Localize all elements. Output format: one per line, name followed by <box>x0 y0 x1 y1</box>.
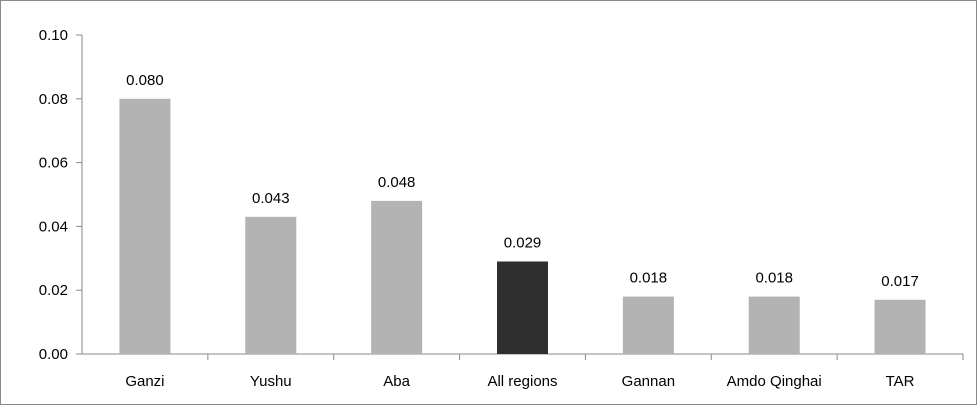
bar-tar <box>874 299 926 354</box>
data-label: 0.043 <box>252 190 290 207</box>
y-tick-label: 0.10 <box>39 27 68 44</box>
x-axis <box>76 353 964 360</box>
x-category-label: TAR <box>886 373 915 390</box>
bar-aba <box>371 200 423 354</box>
data-label: 0.029 <box>504 234 542 251</box>
bar-gannan <box>622 296 674 354</box>
bars <box>119 98 926 354</box>
bar-all-regions <box>497 261 548 354</box>
x-category-label: Yushu <box>250 373 292 390</box>
data-label: 0.018 <box>630 270 668 287</box>
data-labels: 0.080 0.043 0.048 0.029 0.018 0.018 0.017 <box>126 72 919 290</box>
x-category-label: Gannan <box>622 373 675 390</box>
bar-amdo-qinghai <box>748 296 800 354</box>
y-tick-label: 0.02 <box>39 282 68 299</box>
y-tick-label: 0.04 <box>39 218 68 235</box>
data-label: 0.018 <box>755 270 793 287</box>
data-label: 0.017 <box>881 273 919 290</box>
x-category-label: Ganzi <box>125 373 164 390</box>
data-label: 0.080 <box>126 72 164 89</box>
data-label: 0.048 <box>378 174 416 191</box>
y-tick-label: 0.08 <box>39 91 68 108</box>
x-category-label: Aba <box>383 373 410 390</box>
category-labels: Ganzi Yushu Aba All regions Gannan Amdo Qingh… <box>125 373 914 390</box>
y-tick-label: 0.06 <box>39 155 68 172</box>
y-tick-label: 0.00 <box>39 346 68 363</box>
bar-yushu <box>245 216 297 354</box>
y-axis: 0.00 0.02 0.04 0.06 0.08 0.10 <box>39 27 83 363</box>
x-category-label: Amdo Qinghai <box>727 373 822 390</box>
bar-ganzi <box>119 98 171 354</box>
x-category-label: All regions <box>487 373 557 390</box>
